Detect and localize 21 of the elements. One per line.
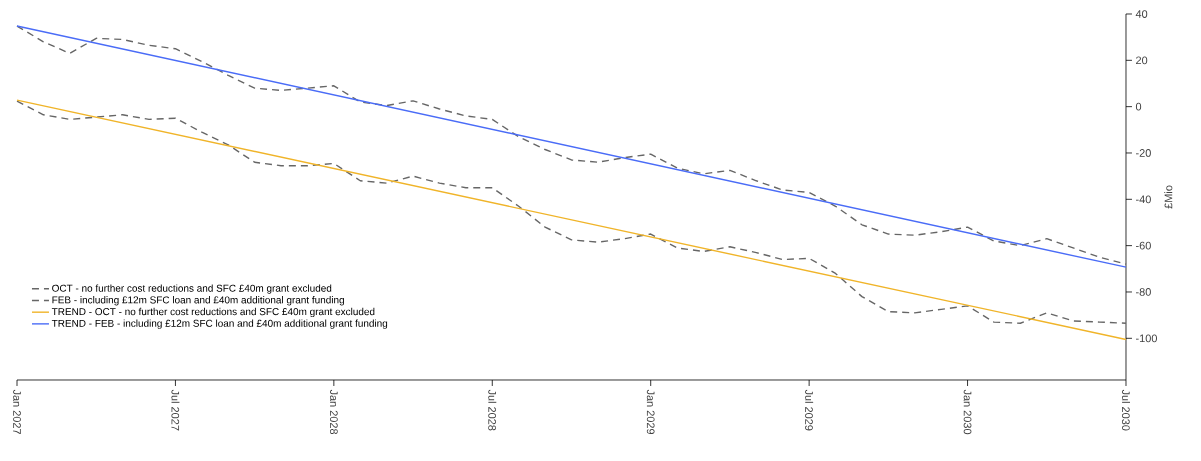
y-tick-label: -40 (1135, 195, 1151, 204)
y-tick-label: 20 (1136, 56, 1148, 65)
legend-label: TREND - FEB - including £12m SFC loan and £40m additional grant funding (51, 319, 388, 329)
legend-label: FEB - including £12m SFC loan and £40m additional grant funding (52, 296, 344, 306)
y-tick-label: -60 (1135, 241, 1151, 250)
y-tick-label: -100 (1135, 334, 1157, 343)
x-tick-label: Jan 2029 (646, 389, 655, 435)
x-tick-label: Jan 2027 (13, 389, 21, 435)
x-tick-label: Jul 2027 (171, 389, 180, 431)
x-tick-label: Jan 2028 (329, 389, 338, 435)
y-tick-label: -20 (1135, 149, 1151, 157)
y-tick-label: -80 (1135, 288, 1151, 296)
x-tick-label: Jan 2030 (963, 389, 972, 435)
y-tick-label: 0 (1135, 102, 1142, 111)
legend-label: TREND - OCT - no further cost reductions and SFC £40m grant excluded (51, 307, 375, 318)
x-tick-label: Jul 2029 (805, 389, 814, 431)
y-axis-title: £Mio (1164, 185, 1173, 209)
x-tick-label: Jul 2028 (488, 389, 497, 431)
y-tick-label: 40 (1135, 10, 1148, 18)
legend-label: OCT - no further cost reductions and SFC £40m grant excluded (52, 284, 332, 294)
x-tick-label: Jul 2030 (1121, 389, 1131, 431)
